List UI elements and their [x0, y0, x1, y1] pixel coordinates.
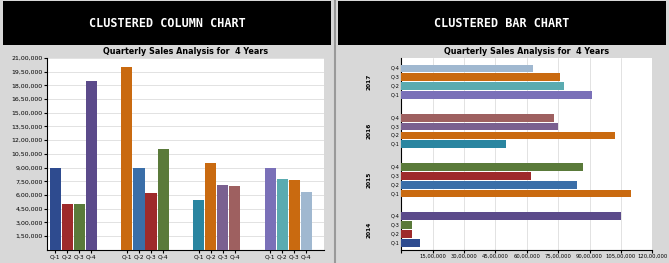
Title: Quarterly Sales Analysis for  4 Years: Quarterly Sales Analysis for 4 Years	[103, 47, 268, 56]
Bar	[401, 212, 621, 220]
Bar	[401, 82, 565, 90]
Bar	[401, 239, 419, 247]
Bar	[277, 179, 288, 250]
Bar	[401, 230, 411, 238]
Bar	[289, 180, 300, 250]
Bar	[50, 168, 61, 250]
Bar	[401, 163, 583, 171]
Bar	[401, 132, 615, 139]
Bar	[62, 204, 73, 250]
Bar	[265, 168, 276, 250]
Bar	[217, 185, 228, 250]
Title: Quarterly Sales Analysis for  4 Years: Quarterly Sales Analysis for 4 Years	[444, 47, 609, 56]
Bar	[401, 190, 632, 198]
Bar	[401, 140, 506, 148]
Bar	[145, 193, 157, 250]
Bar	[86, 81, 97, 250]
Text: 2016: 2016	[367, 123, 371, 139]
Text: 2015: 2015	[367, 172, 371, 189]
Bar	[205, 163, 216, 250]
Bar	[401, 221, 411, 229]
Text: 2014: 2014	[367, 221, 371, 238]
Bar	[401, 114, 554, 122]
Bar	[401, 123, 558, 130]
Bar	[401, 65, 533, 72]
Text: CLUSTERED COLUMN CHART: CLUSTERED COLUMN CHART	[89, 17, 246, 29]
Bar	[401, 91, 591, 99]
Bar	[301, 192, 312, 250]
Bar	[401, 181, 577, 189]
Bar	[74, 204, 85, 250]
Bar	[193, 200, 204, 250]
Bar	[133, 168, 145, 250]
Bar	[121, 67, 132, 250]
Bar	[401, 73, 560, 81]
Text: CLUSTERED BAR CHART: CLUSTERED BAR CHART	[434, 17, 569, 29]
Bar	[401, 172, 531, 180]
Bar	[229, 186, 240, 250]
Text: 2017: 2017	[367, 74, 371, 90]
Bar	[157, 149, 169, 250]
